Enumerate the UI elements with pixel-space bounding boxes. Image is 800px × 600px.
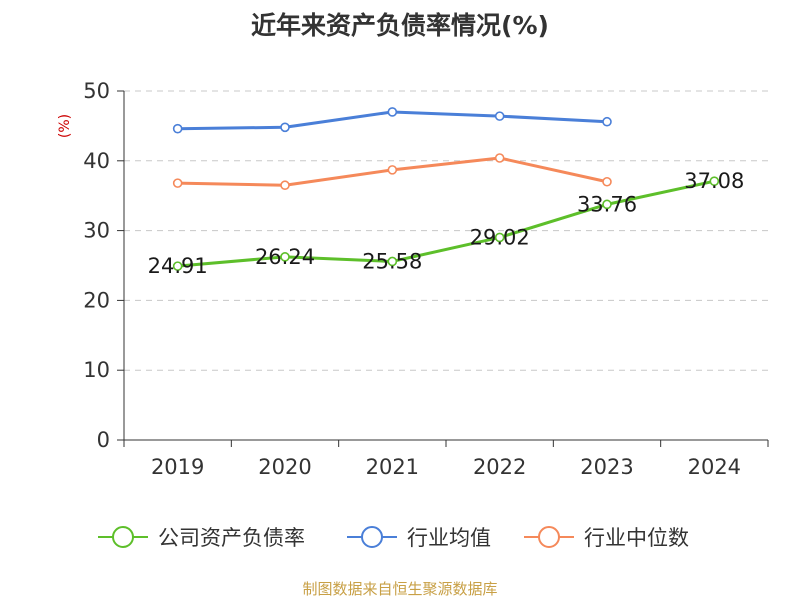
data-point bbox=[387, 165, 398, 175]
y-tick-label: 0 bbox=[97, 428, 110, 452]
legend: 公司资产负债率 行业均值 行业中位数 bbox=[98, 526, 689, 550]
legend-item: 公司资产负债率 bbox=[98, 526, 305, 550]
data-label: 33.76 bbox=[577, 192, 637, 216]
source-note: 制图数据来自恒生聚源数据库 bbox=[302, 580, 498, 598]
legend-label: 行业中位数 bbox=[584, 526, 689, 550]
chart-title: 近年来资产负债率情况(%) bbox=[251, 11, 549, 40]
legend-item: 行业均值 bbox=[347, 526, 491, 550]
legend-label: 行业均值 bbox=[407, 526, 491, 550]
data-labels: 24.91 26.24 25.58 29.02 33.76 37.08 bbox=[148, 169, 745, 278]
data-point bbox=[602, 199, 612, 210]
data-point bbox=[172, 261, 183, 271]
data-point bbox=[494, 232, 505, 243]
legend-swatch-marker bbox=[538, 526, 560, 548]
x-tick-label: 2020 bbox=[258, 455, 311, 479]
data-label: 26.24 bbox=[255, 245, 315, 269]
data-point bbox=[387, 107, 398, 117]
legend-swatch-marker bbox=[112, 526, 134, 548]
y-tick-label: 30 bbox=[83, 219, 110, 243]
y-tick-label: 40 bbox=[83, 149, 110, 173]
data-point bbox=[172, 178, 183, 188]
grid-lines bbox=[124, 90, 768, 371]
y-tick-label: 20 bbox=[83, 288, 110, 312]
x-tick-label: 2021 bbox=[366, 455, 419, 479]
data-label: 29.02 bbox=[470, 225, 530, 249]
data-label: 37.08 bbox=[684, 169, 744, 193]
data-point bbox=[280, 252, 290, 262]
legend-item: 行业中位数 bbox=[524, 526, 689, 550]
axes: 0 10 20 30 40 50 2019 2020 2021 2022 2023 2024 bbox=[83, 79, 769, 479]
data-point bbox=[280, 122, 290, 133]
y-axis-label: (%) bbox=[57, 114, 73, 138]
data-point bbox=[172, 123, 183, 134]
data-point bbox=[387, 256, 398, 267]
y-tick-label: 10 bbox=[83, 358, 110, 382]
series-lines bbox=[172, 107, 720, 271]
data-point bbox=[494, 153, 505, 163]
legend-swatch-marker bbox=[361, 526, 383, 548]
data-point bbox=[709, 176, 720, 186]
data-point bbox=[494, 111, 505, 121]
data-point bbox=[602, 116, 612, 127]
data-label: 25.58 bbox=[362, 249, 422, 273]
x-tick-label: 2019 bbox=[151, 455, 204, 479]
data-point bbox=[602, 176, 612, 187]
y-tick-label: 50 bbox=[83, 79, 110, 103]
x-tick-label: 2022 bbox=[473, 455, 526, 479]
x-tick-label: 2024 bbox=[688, 455, 741, 479]
series-line bbox=[177, 179, 715, 268]
data-point bbox=[280, 180, 290, 191]
legend-label: 公司资产负债率 bbox=[158, 526, 305, 550]
x-tick-label: 2023 bbox=[580, 455, 633, 479]
data-label: 24.91 bbox=[148, 254, 208, 278]
